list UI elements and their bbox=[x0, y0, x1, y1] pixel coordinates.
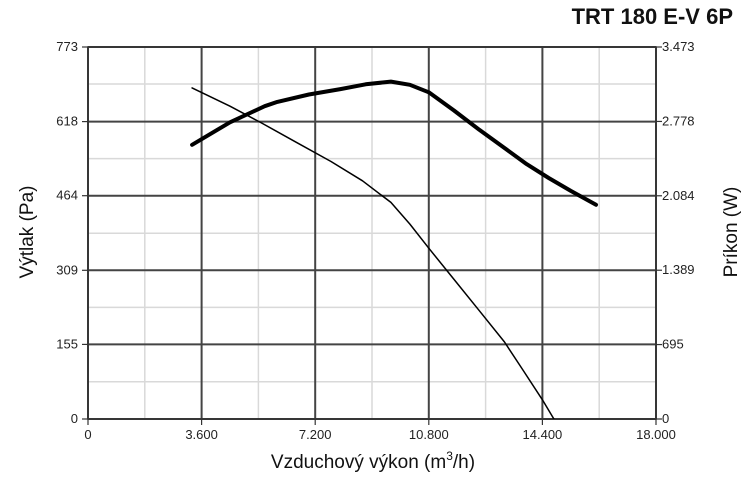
series-layer bbox=[190, 79, 598, 419]
x-tick-marks bbox=[87, 419, 657, 425]
y2-tick-label: 1.389 bbox=[662, 262, 695, 277]
y2-tick-label: 2.778 bbox=[662, 113, 695, 128]
y-tick-marks bbox=[82, 46, 88, 420]
x-tick-label: 0 bbox=[84, 427, 91, 442]
y-tick-label: 464 bbox=[56, 188, 78, 203]
y2-tick-label: 695 bbox=[662, 337, 684, 352]
x-axis-title: Vzduchový výkon (m3/h) bbox=[271, 449, 475, 473]
x-axis-title-superscript: 3 bbox=[446, 449, 453, 463]
x-tick-label: 7.200 bbox=[299, 427, 332, 442]
plot-frame bbox=[87, 46, 657, 420]
y2-tick-label: 0 bbox=[662, 411, 669, 426]
x-tick-label: 18.000 bbox=[636, 427, 676, 442]
x-axis-title-end: /h) bbox=[453, 452, 475, 473]
y2-tick-label: 2.084 bbox=[662, 188, 695, 203]
y-tick-label: 618 bbox=[56, 114, 78, 129]
y2-tick-label: 3.473 bbox=[662, 39, 695, 54]
x-tick-labels: 0 3.600 7.200 10.800 14.400 18.000 bbox=[84, 427, 676, 442]
pressure-curve bbox=[191, 87, 555, 419]
minor-gridlines bbox=[88, 47, 656, 419]
y-axis-title: Výtlak (Pa) bbox=[17, 186, 38, 279]
chart-title: TRT 180 E-V 6P bbox=[572, 4, 733, 29]
y-tick-label: 155 bbox=[56, 336, 78, 351]
power-curve bbox=[190, 79, 598, 207]
x-axis-title-main: Vzduchový výkon (m bbox=[271, 452, 446, 473]
x-tick-label: 10.800 bbox=[409, 427, 449, 442]
y-tick-labels: 0 155 309 464 618 773 bbox=[56, 39, 78, 426]
y2-tick-marks bbox=[656, 46, 662, 420]
y-tick-label: 773 bbox=[56, 39, 78, 54]
y2-axis-title: Príkon (W) bbox=[721, 187, 742, 278]
y2-tick-labels: 0 695 1.389 2.084 2.778 3.473 bbox=[662, 39, 695, 426]
x-tick-label: 14.400 bbox=[523, 427, 563, 442]
x-tick-label: 3.600 bbox=[185, 427, 218, 442]
y-tick-label: 0 bbox=[71, 411, 78, 426]
y-tick-label: 309 bbox=[56, 262, 78, 277]
